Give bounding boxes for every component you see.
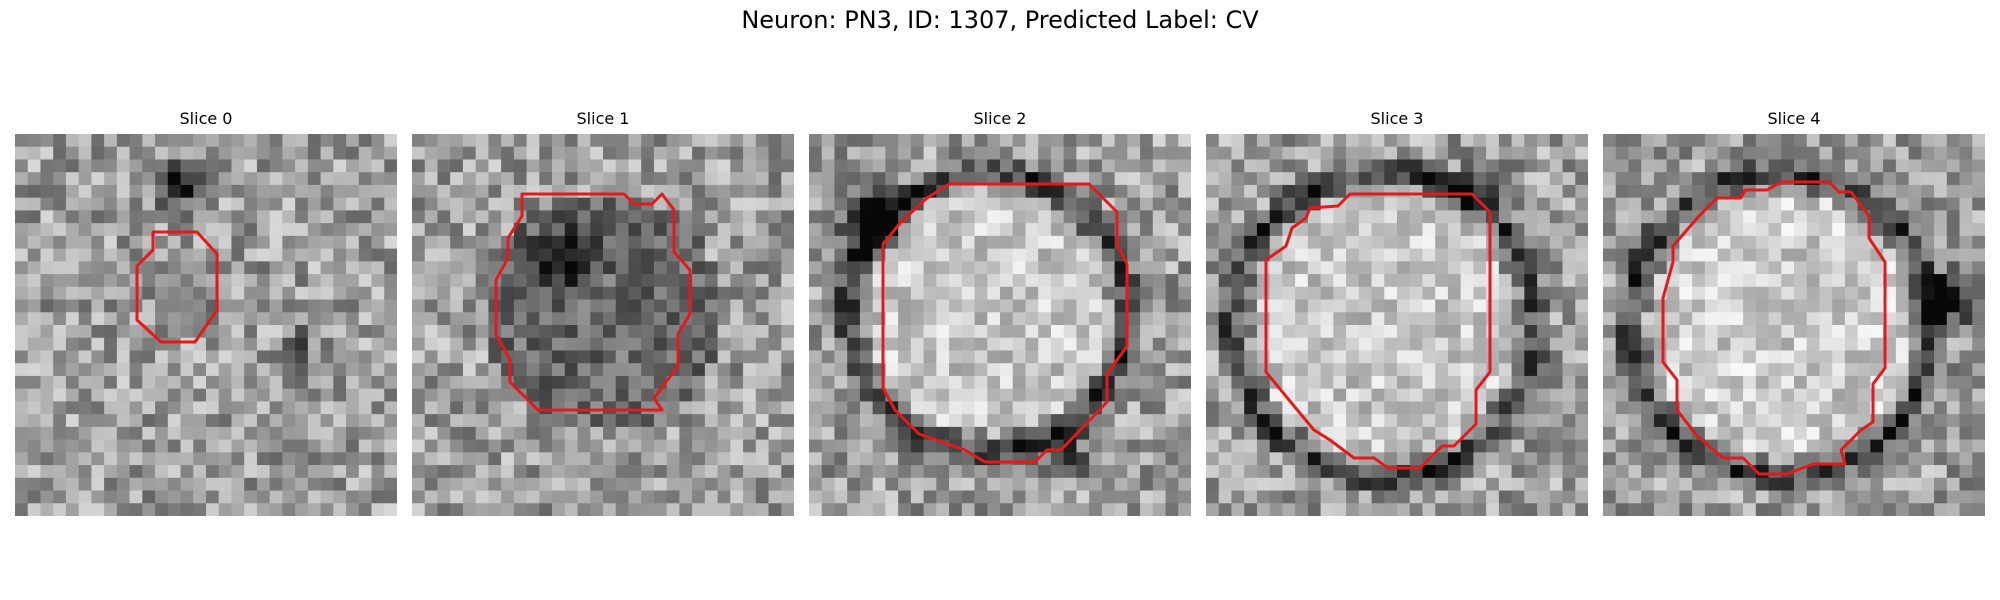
slice-image-0	[15, 134, 397, 516]
neuron-contour-0	[135, 230, 219, 344]
slice-panel-3: Slice 3	[1206, 108, 1588, 516]
slice-panel-1: Slice 1	[412, 108, 794, 516]
neuron-contour-2	[881, 182, 1129, 464]
slice-image-4	[1603, 134, 1985, 516]
neuron-contour-4	[1661, 180, 1887, 476]
slice-panel-2: Slice 2	[809, 108, 1191, 516]
slice-image-1	[412, 134, 794, 516]
slice-title-3: Slice 3	[1370, 109, 1424, 128]
slice-title-0: Slice 0	[179, 109, 233, 128]
slice-title-1: Slice 1	[576, 109, 630, 128]
neuron-contour-3	[1264, 192, 1492, 470]
slice-panel-4: Slice 4	[1603, 108, 1985, 516]
slice-panel-0: Slice 0	[15, 108, 397, 516]
slice-image-3	[1206, 134, 1588, 516]
figure-title: Neuron: PN3, ID: 1307, Predicted Label: …	[741, 6, 1259, 34]
slice-image-2	[809, 134, 1191, 516]
slice-title-2: Slice 2	[973, 109, 1027, 128]
neuron-contour-1	[494, 192, 692, 412]
slice-title-4: Slice 4	[1767, 109, 1821, 128]
